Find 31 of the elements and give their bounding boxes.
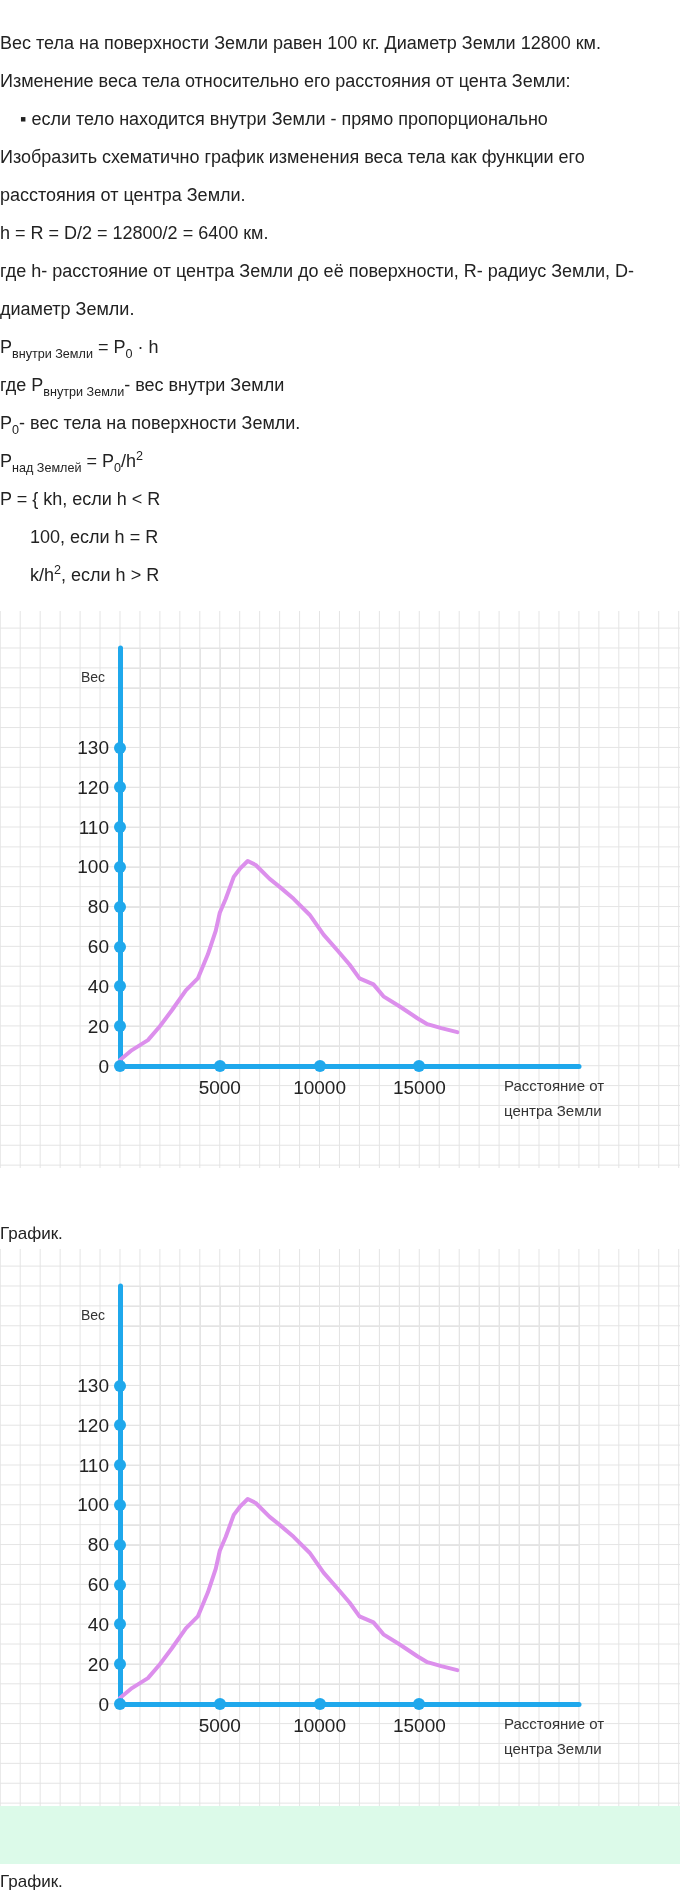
y-tick-label: 20 — [87, 1015, 109, 1037]
y-tick-label: 80 — [87, 896, 109, 918]
y2-tick-label: 110 — [78, 816, 109, 838]
text: Вес тела на поверхности Земли равен 100 кг. Диаметр Земли 12800 км. Изменение веса тела относительно его расстояния от цента Земли: ▪ если тело находится внутри Земли - прямо пропорционально Изобразить схематично график изменения веса тела как функции его расстояния от центра Земли. h = R = D/2 = 12800/2 = 6400 км. где h- расстояние от центра Земли до её поверхности, R- радиус Земли, D- диаметр Земли. P$_{внутри Земли}$ = P$_{0}$ · h где P$_{внутри Земли}$- вес внутри Земли P$_{0}$- вес тела на поверхности Земли. P$_{над Землей}$ = P$_{0}$/h$^{2}$ P = { kh, если h < R 100, если h = R k/h$^{2}$, если h > R — [0, 33, 635, 585]
y-tick-label: 80 — [87, 1534, 109, 1556]
y2-tick-label: 110 — [78, 1454, 109, 1476]
x-tick-label: 5000 — [198, 1077, 241, 1098]
y2-tick-label: 130 — [77, 737, 109, 759]
y-tick-label: 20 — [87, 1653, 109, 1675]
y2-tick-label: 120 — [77, 1414, 109, 1436]
y2-axis-title: Вес — [80, 1307, 105, 1323]
y-tick-label: 100 — [77, 856, 109, 878]
x-axis-title: Расстояние от центра Земли — [504, 1714, 606, 1759]
y-tick-label: 60 — [87, 1574, 109, 1596]
x-tick-label: 10000 — [293, 1077, 346, 1098]
x-tick-label: 5000 — [198, 1715, 241, 1736]
text: График. — [0, 1224, 64, 1244]
y-tick-label: 60 — [87, 936, 109, 958]
x-tick-label: 15000 — [392, 1715, 446, 1736]
y-tick-label: 40 — [87, 975, 109, 997]
y2-axis-title: Вес — [80, 669, 105, 685]
y-tick-label: 40 — [87, 1613, 109, 1635]
y-tick-label: 100 — [77, 1494, 109, 1516]
y2-tick-label: 130 — [77, 1375, 109, 1397]
text: График. — [0, 1872, 64, 1892]
x-tick-label: 10000 — [293, 1715, 346, 1736]
y2-tick-label: 120 — [77, 776, 109, 798]
x-tick-label: 15000 — [392, 1077, 446, 1098]
y-tick-label: 0 — [98, 1693, 109, 1715]
y-tick-label: 0 — [98, 1055, 109, 1077]
x-axis-title: Расстояние от центра Земли — [504, 1076, 606, 1121]
